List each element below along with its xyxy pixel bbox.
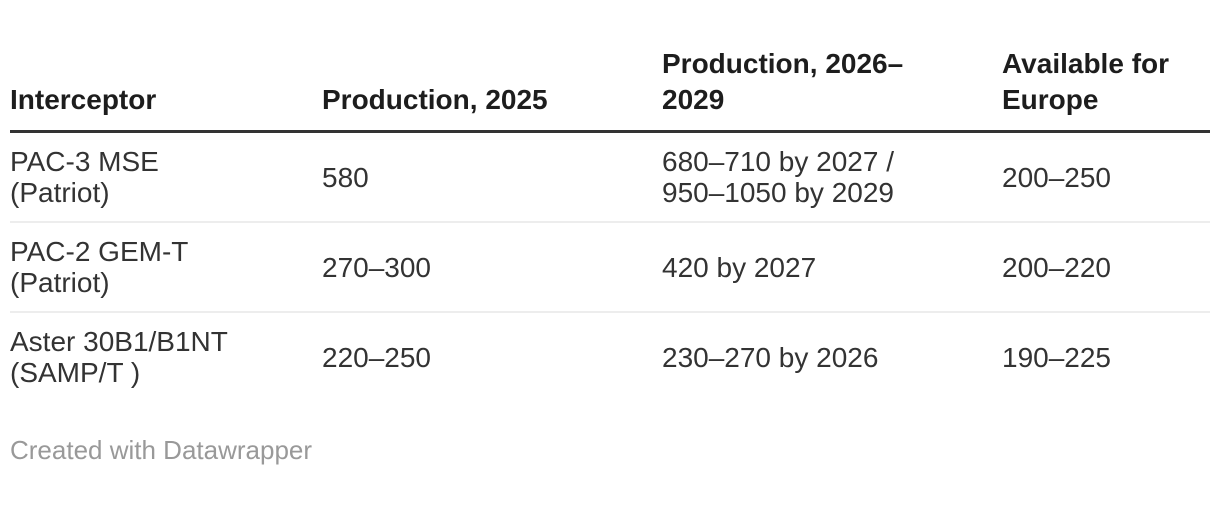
cell-production-2026-2029: 420 by 2027 (662, 222, 1002, 313)
table-row-pac3-mse: PAC-3 MSE (Patriot) 580 680–710 by 2027 … (10, 131, 1210, 223)
col-header-production-2026-2029: Production, 2026– 2029 (662, 46, 1002, 133)
data-table: Interceptor Production, 2025 Production,… (10, 46, 1210, 401)
cell-production-2026-2029: 680–710 by 2027 / 950–1050 by 2029 (662, 131, 1002, 223)
cell-production-2025: 220–250 (322, 341, 432, 373)
col-header-available-for-europe: Available for Europe (1002, 46, 1210, 133)
datawrapper-attribution-link[interactable]: Created with Datawrapper (10, 435, 313, 465)
cell-interceptor: PAC-2 GEM-T (Patriot) (10, 222, 322, 313)
cell-interceptor: PAC-3 MSE (Patriot) (10, 131, 322, 223)
datawrapper-table-chart: Interceptor Production, 2025 Production,… (0, 46, 1220, 466)
table-row-aster-30b1: Aster 30B1/B1NT (SAMP/T ) 220–250 230–27… (10, 312, 1210, 401)
header-row: Interceptor Production, 2025 Production,… (10, 46, 1210, 133)
cell-production-2025: 580 (322, 131, 662, 223)
cell-available-for-europe: 190–225 (1002, 341, 1112, 373)
cell-production-2026-2029: 230–270 by 2026 (662, 341, 879, 373)
col-header-production-2025: Production, 2025 (322, 46, 662, 133)
cell-available-for-europe: 200–250 (1002, 131, 1210, 223)
cell-production-2025: 270–300 (322, 222, 662, 313)
cell-interceptor: Aster 30B1/B1NT (SAMP/T ) (10, 326, 228, 388)
table-row-pac2-gem-t: PAC-2 GEM-T (Patriot) 270–300 420 by 202… (10, 222, 1210, 313)
cell-available-for-europe: 200–220 (1002, 222, 1210, 313)
col-header-interceptor: Interceptor (10, 46, 322, 133)
attribution: Created with Datawrapper (10, 434, 1210, 466)
